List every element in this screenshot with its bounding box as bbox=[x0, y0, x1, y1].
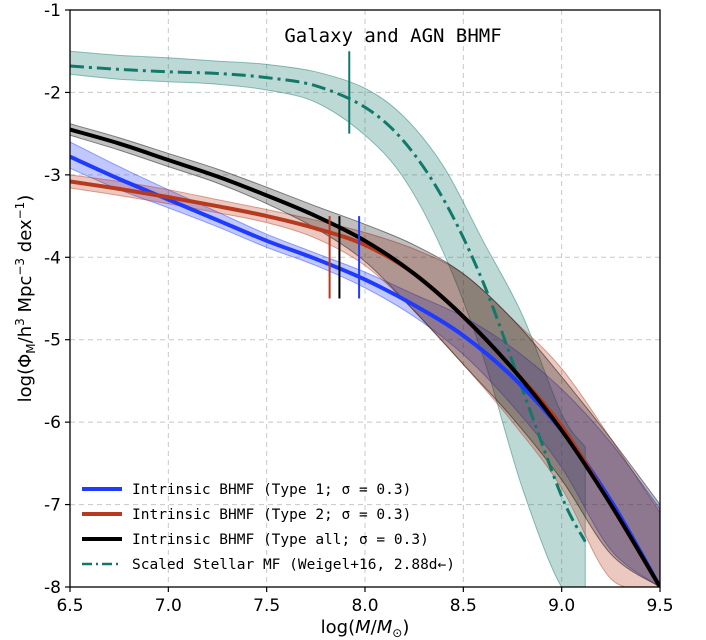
chart-title: Galaxy and AGN BHMF bbox=[284, 25, 501, 47]
y-tick-label: -5 bbox=[44, 331, 61, 351]
x-tick-label: 6.5 bbox=[56, 596, 83, 616]
x-tick-label: 8.0 bbox=[351, 596, 378, 616]
y-tick-label: -1 bbox=[44, 1, 61, 21]
legend-label-1: Intrinsic BHMF (Type 2; σ = 0.3) bbox=[132, 507, 411, 523]
legend-label-0: Intrinsic BHMF (Type 1; σ = 0.3) bbox=[132, 482, 411, 498]
y-axis-label: log(ΦM/h3 Mpc−3 dex−1) bbox=[13, 195, 38, 403]
series-line-1 bbox=[70, 179, 660, 587]
series-line-2 bbox=[70, 127, 660, 587]
grid bbox=[70, 10, 660, 587]
y-tick-label: -6 bbox=[44, 413, 61, 433]
series-lines bbox=[70, 64, 660, 587]
series-line-3 bbox=[70, 64, 587, 543]
axis-ticks: 6.5 7.0 7.5 8.0 8.5 9.0 9.5 -1 -2 -3 -4 -5 -6 -7 -8 bbox=[44, 1, 673, 616]
legend: Intrinsic BHMF (Type 1; σ = 0.3) Intrinsi… bbox=[82, 482, 455, 573]
y-tick-label: -4 bbox=[44, 248, 61, 268]
series-band-0 bbox=[70, 141, 660, 587]
legend-label-3: Scaled Stellar MF (Weigel+16, 2.88d←) bbox=[132, 557, 455, 573]
legend-label-2: Intrinsic BHMF (Type all; σ = 0.3) bbox=[132, 532, 429, 548]
y-tick-label: -2 bbox=[44, 83, 61, 103]
mass-markers bbox=[328, 51, 361, 299]
series-band-3 bbox=[70, 50, 586, 587]
x-tick-label: 7.0 bbox=[155, 596, 182, 616]
y-tick-label: -3 bbox=[44, 166, 61, 186]
y-tick-label: -8 bbox=[44, 578, 61, 598]
x-tick-label: 8.5 bbox=[450, 596, 477, 616]
x-tick-label: 9.0 bbox=[548, 596, 575, 616]
x-tick-label: 7.5 bbox=[253, 596, 280, 616]
x-tick-label: 9.5 bbox=[646, 596, 673, 616]
x-axis-label: log(M/M⊙) bbox=[321, 617, 410, 640]
y-tick-label: -7 bbox=[44, 496, 61, 516]
